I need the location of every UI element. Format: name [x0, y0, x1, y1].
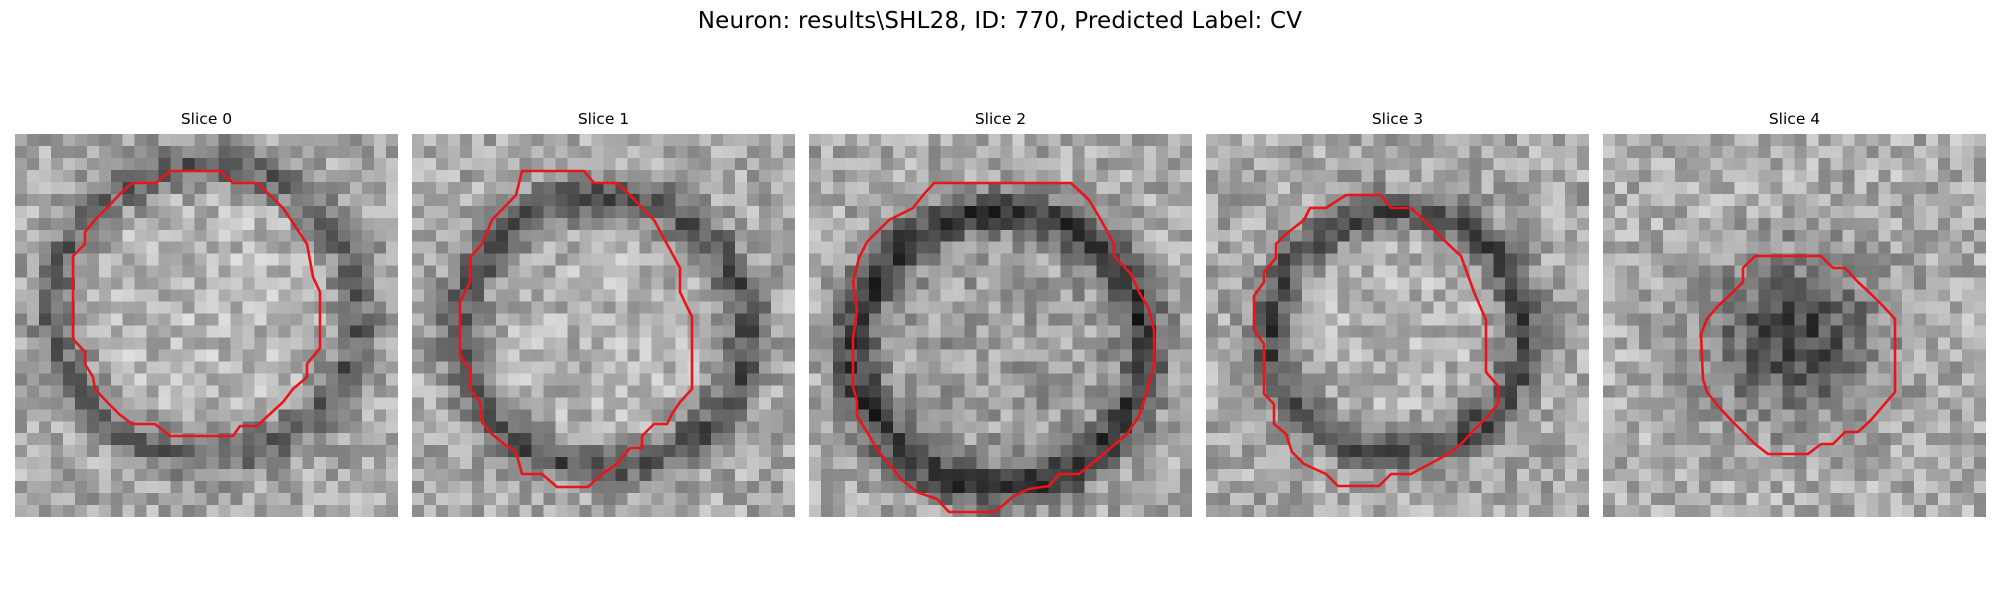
contour-overlay [1252, 193, 1500, 488]
contour-overlay [71, 169, 322, 438]
slice-title: Slice 2 [974, 110, 1027, 128]
grayscale-patch [412, 134, 795, 517]
figure-title: Neuron: results\SHL28, ID: 770, Predicte… [697, 8, 1303, 34]
grayscale-patch [809, 134, 1192, 517]
slice-image [1603, 134, 1986, 517]
slice-panel-3: Slice 3 [1206, 109, 1589, 517]
slice-panel-4: Slice 4 [1603, 109, 1986, 517]
slice-panel-2: Slice 2 [809, 109, 1192, 517]
contour-overlay [851, 181, 1156, 514]
grayscale-patch [15, 134, 398, 517]
slice-title: Slice 0 [180, 110, 233, 128]
slice-image [809, 134, 1192, 517]
slice-panel-0: Slice 0 [15, 109, 398, 517]
slice-title: Slice 3 [1371, 110, 1424, 128]
slice-title: Slice 4 [1768, 110, 1821, 128]
contour-overlay [1699, 254, 1897, 456]
slice-image [15, 134, 398, 517]
segmentation-contour [71, 169, 322, 438]
slice-panel-1: Slice 1 [412, 109, 795, 517]
grayscale-patch [1206, 134, 1589, 517]
segmentation-contour [851, 181, 1156, 514]
slice-image [1206, 134, 1589, 517]
slice-image [412, 134, 795, 517]
slice-title: Slice 1 [577, 110, 630, 128]
segmentation-contour [1699, 254, 1897, 456]
segmentation-contour [1252, 193, 1500, 488]
contour-overlay [458, 169, 694, 489]
segmentation-contour [458, 169, 694, 489]
